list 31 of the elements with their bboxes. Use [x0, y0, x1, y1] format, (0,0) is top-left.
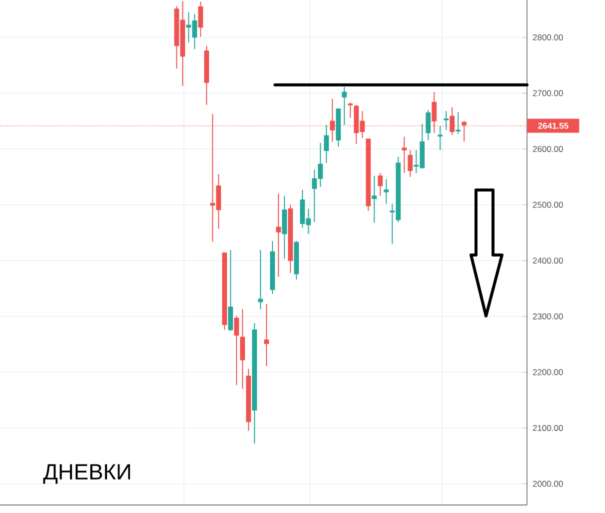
candlestick — [228, 249, 234, 332]
y-tick-label: 2800.00 — [532, 34, 563, 40]
candlestick — [408, 150, 413, 178]
y-tick-label: 2400.00 — [532, 258, 563, 264]
candlestick — [456, 112, 461, 134]
candlestick — [384, 178, 389, 204]
y-tick-label: 2600.00 — [532, 146, 563, 152]
text: ДНЕВКИ — [43, 464, 130, 484]
candlestick — [402, 136, 407, 174]
candlestick — [324, 124, 329, 164]
candlestick — [438, 126, 443, 151]
y-tick-label: 2000.00 — [532, 480, 563, 487]
candlestick — [198, 1, 204, 38]
candlestick — [378, 172, 383, 196]
candlestick — [276, 193, 281, 278]
y-tick-label: 2500.00 — [532, 202, 563, 208]
ref-line-label: 2641.55 — [538, 122, 568, 129]
candlestick — [342, 86, 347, 126]
candlestick — [240, 308, 246, 390]
candlestick — [258, 249, 263, 310]
candlestick — [444, 110, 449, 131]
candlestick — [348, 102, 353, 118]
candlestick — [264, 304, 269, 367]
candlestick — [372, 175, 377, 224]
y-tick-label: 2200.00 — [532, 369, 563, 376]
y-tick-label: 2100.00 — [532, 424, 563, 431]
y-tick-label: 2700.00 — [532, 90, 563, 96]
y-tick-label: 2300.00 — [532, 313, 563, 320]
candlestick — [426, 109, 431, 141]
candlestick — [282, 195, 287, 260]
candlestick — [234, 315, 240, 386]
